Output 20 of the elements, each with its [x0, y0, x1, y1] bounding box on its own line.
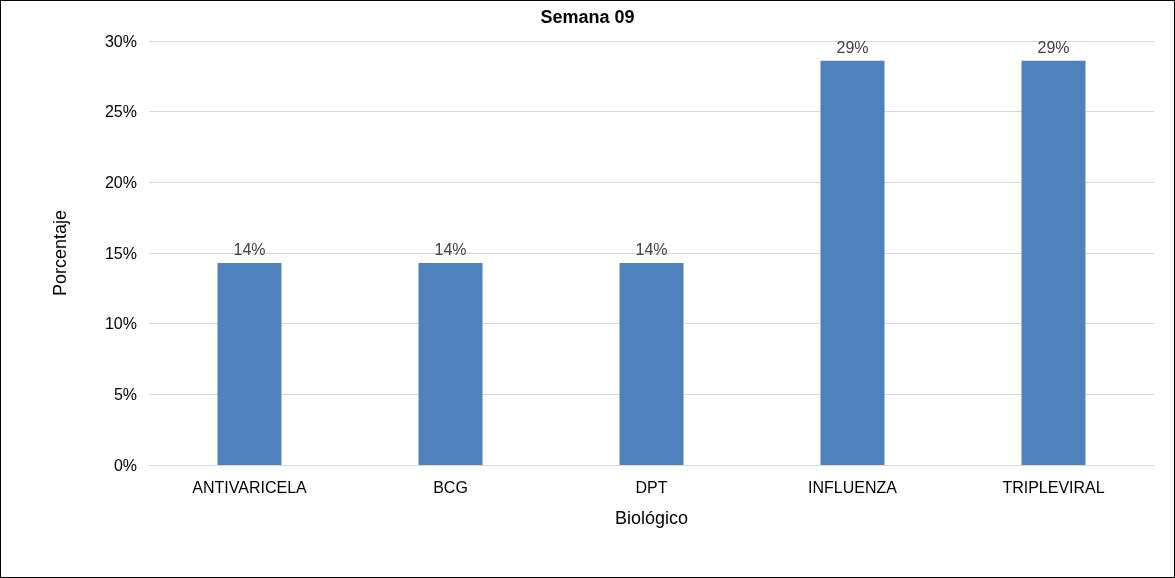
data-label: 14% [635, 241, 668, 259]
x-axis-title: Biológico [614, 508, 689, 528]
x-tick-label: BCG [433, 478, 468, 496]
x-tick-label: TRIPLEVIRAL [1002, 478, 1105, 496]
y-tick-label: 25% [104, 103, 137, 121]
y-axis-title: Porcentaje [50, 209, 70, 297]
y-tick-label: 20% [104, 173, 137, 191]
y-tick-label: 0% [113, 456, 137, 474]
y-tick-label: 15% [104, 244, 137, 262]
y-tick-label: 5% [113, 385, 137, 403]
data-label: 14% [233, 241, 266, 259]
y-tick-label: 30% [104, 32, 137, 50]
data-label: 29% [1037, 39, 1070, 57]
data-label: 14% [434, 241, 467, 259]
x-tick-label: ANTIVARICELA [192, 478, 308, 496]
x-tick-label: INFLUENZA [808, 478, 898, 496]
data-label: 29% [836, 39, 869, 57]
y-tick-label: 10% [104, 315, 137, 333]
chart-title: Semana 09 [540, 7, 635, 27]
x-tick-label: DPT [635, 478, 668, 496]
